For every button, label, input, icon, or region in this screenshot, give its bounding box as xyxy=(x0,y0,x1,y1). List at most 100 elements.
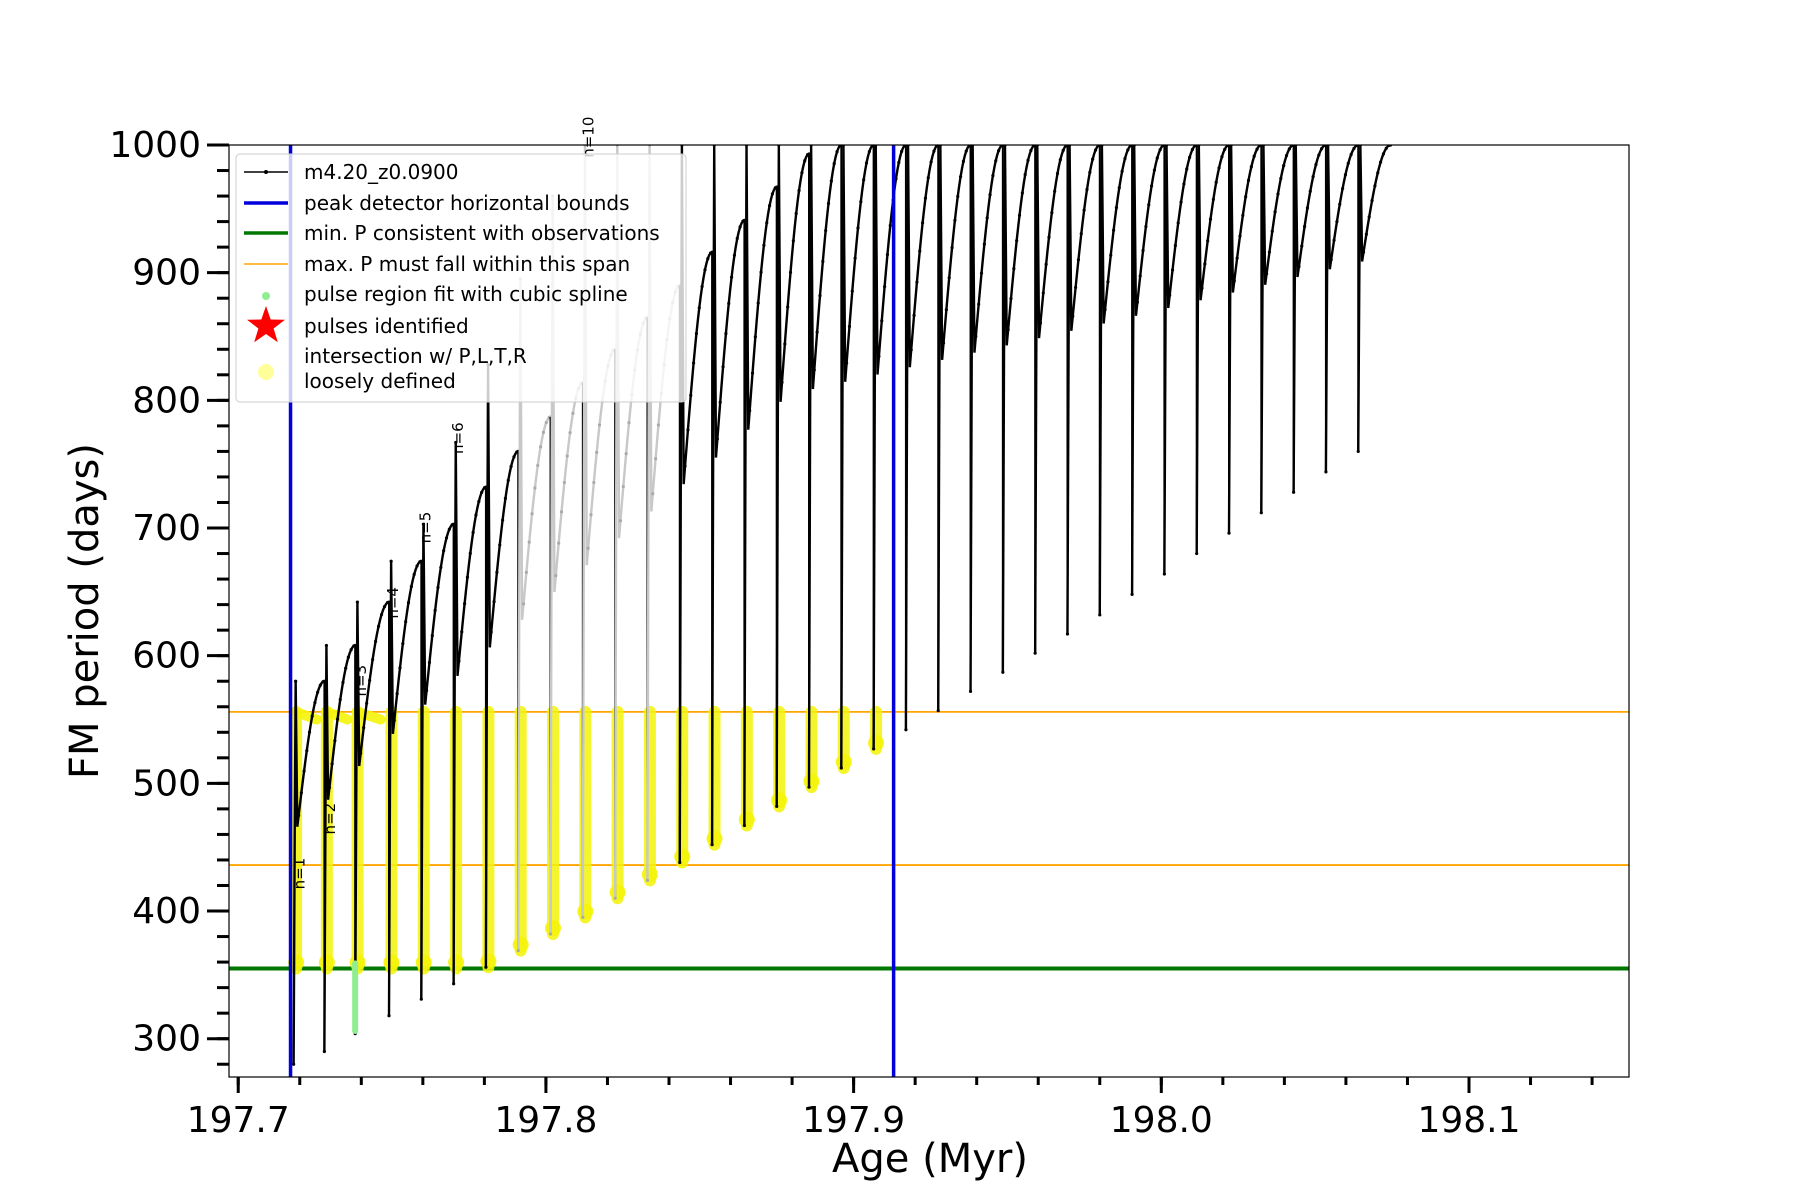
intersection-point xyxy=(641,866,658,883)
data-point xyxy=(788,270,793,274)
data-point xyxy=(645,878,650,882)
data-point xyxy=(1340,186,1345,191)
pulse-curve xyxy=(323,644,356,1052)
data-point xyxy=(1088,170,1092,174)
intersection-group xyxy=(674,705,691,869)
data-point xyxy=(395,692,399,696)
intersection-point xyxy=(480,953,497,970)
data-point xyxy=(480,490,484,494)
data-point xyxy=(419,997,423,1001)
intersection-arc xyxy=(290,706,322,725)
data-point xyxy=(691,361,696,365)
pulse-label: n=3 xyxy=(352,665,370,697)
data-point xyxy=(1114,205,1119,210)
data-point xyxy=(1020,191,1024,195)
data-point xyxy=(538,445,543,449)
intersection-group xyxy=(545,705,561,941)
data-point xyxy=(767,203,772,208)
data-point xyxy=(524,570,528,574)
data-point xyxy=(349,648,353,652)
data-point xyxy=(991,173,995,178)
data-point xyxy=(1149,184,1154,188)
data-point xyxy=(595,450,599,454)
data-point xyxy=(867,149,871,154)
legend-label: min. P consistent with observations xyxy=(304,221,660,245)
data-point xyxy=(1238,234,1242,238)
data-point xyxy=(651,492,655,496)
data-point xyxy=(853,256,857,260)
data-point xyxy=(956,194,960,199)
legend-label: pulses identified xyxy=(304,314,469,338)
data-point xyxy=(324,643,329,648)
data-point xyxy=(1235,256,1239,260)
legend-entry-2: peak detector horizontal bounds xyxy=(244,191,630,215)
data-point xyxy=(302,769,306,773)
data-point xyxy=(1332,238,1336,242)
data-point xyxy=(557,541,561,545)
data-point xyxy=(1038,321,1043,325)
data-point xyxy=(330,762,334,766)
legend-entry-6: pulses identified xyxy=(247,306,469,343)
data-point xyxy=(1058,158,1062,162)
data-point xyxy=(1220,155,1224,159)
data-point xyxy=(1079,232,1083,236)
data-point xyxy=(471,530,475,534)
data-point xyxy=(1120,169,1124,173)
data-point xyxy=(750,371,755,375)
data-point xyxy=(786,305,790,309)
data-point xyxy=(839,766,843,770)
data-point xyxy=(724,332,728,336)
data-point xyxy=(427,660,432,665)
data-point xyxy=(1098,613,1102,617)
data-point xyxy=(904,728,908,732)
pulse-label: n=1 xyxy=(290,858,308,890)
data-point xyxy=(624,452,628,456)
data-point xyxy=(389,559,393,563)
data-point xyxy=(335,717,340,721)
data-point xyxy=(944,308,948,312)
data-point xyxy=(765,221,769,225)
data-point xyxy=(1126,148,1130,152)
data-point xyxy=(807,785,811,789)
data-point xyxy=(489,630,493,634)
data-point xyxy=(404,620,408,624)
pulse-curve xyxy=(387,560,422,1016)
intersection-point xyxy=(803,773,820,790)
data-point xyxy=(1147,203,1151,207)
intersection-group xyxy=(480,705,497,974)
intersection-group xyxy=(415,705,432,975)
data-point xyxy=(1138,274,1142,278)
data-point xyxy=(409,585,413,589)
data-point xyxy=(1279,176,1283,181)
data-point xyxy=(442,549,446,553)
data-point xyxy=(318,683,322,687)
data-point xyxy=(1203,262,1207,266)
x-tick-label: 197.8 xyxy=(494,1100,597,1141)
data-point xyxy=(516,949,520,953)
data-point xyxy=(683,464,687,468)
data-point xyxy=(1023,172,1027,177)
data-point xyxy=(1349,152,1353,157)
data-point xyxy=(498,543,502,547)
data-point xyxy=(307,730,312,734)
data-point xyxy=(964,149,968,153)
data-point xyxy=(756,301,760,305)
data-point xyxy=(1130,592,1134,597)
data-point xyxy=(1223,147,1227,151)
y-tick-label: 1000 xyxy=(109,125,201,166)
data-point xyxy=(862,178,866,182)
data-point xyxy=(500,518,505,522)
legend-label: m4.20_z0.0900 xyxy=(304,160,459,184)
data-point xyxy=(1182,182,1186,186)
data-point xyxy=(1123,156,1127,161)
y-tick-label: 900 xyxy=(132,253,201,294)
data-point xyxy=(897,160,901,165)
data-point xyxy=(1270,229,1274,233)
data-point xyxy=(1352,146,1356,151)
data-point xyxy=(950,246,954,250)
intersection-group xyxy=(448,705,465,975)
data-point xyxy=(1346,161,1350,165)
data-point xyxy=(1168,293,1172,297)
data-point xyxy=(392,718,396,722)
data-point xyxy=(495,570,499,575)
